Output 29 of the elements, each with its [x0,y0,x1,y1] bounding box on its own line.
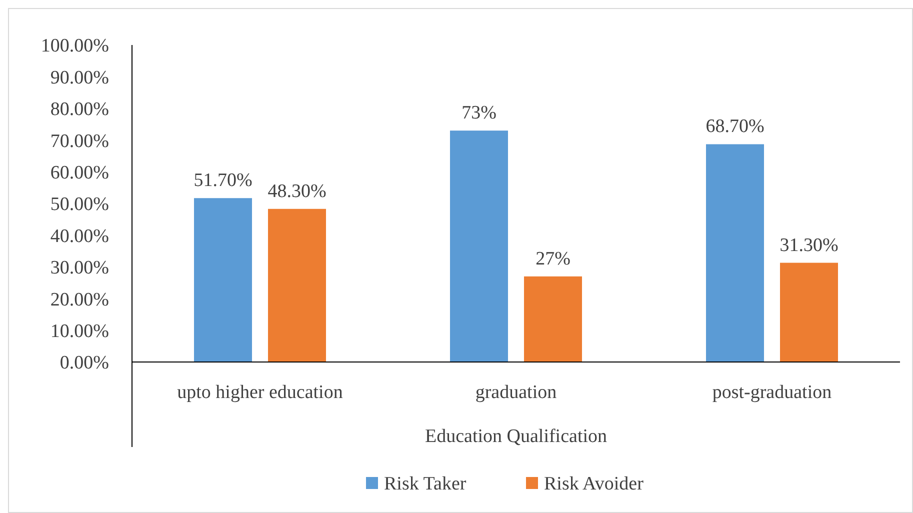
y-tick-label: 10.00% [50,320,110,342]
y-tick-label: 100.00% [40,36,110,57]
y-tick-label: 60.00% [50,162,110,184]
bar [780,262,838,362]
y-tick-label: 20.00% [50,289,110,310]
data-label: 73% [462,102,497,124]
data-label: 48.30% [268,180,326,202]
y-tick-label: 70.00% [50,130,110,152]
bar [524,276,582,362]
data-label: 27% [536,248,571,270]
data-label: 68.70% [706,116,764,138]
x-tick-label: post-graduation [712,382,832,403]
x-axis-title: Education Qualification [424,426,608,447]
y-tick-label: 40.00% [50,226,110,247]
bar [706,144,764,362]
bar [194,198,252,362]
y-tick-label: 50.00% [50,194,110,216]
bar [268,208,326,362]
y-tick-label: 30.00% [50,258,110,279]
y-tick-label: 0.00% [60,352,110,374]
bar [450,130,508,362]
data-label: 51.70% [194,170,252,192]
data-label: 31.30% [780,234,838,256]
legend-label: Risk Avoider [544,474,644,495]
x-tick-label: graduation [475,382,558,403]
legend-label: Risk Taker [384,474,467,495]
y-tick-label: 80.00% [50,99,110,120]
x-tick-label: upto higher education [177,382,344,403]
y-tick-label: 90.00% [50,67,110,88]
